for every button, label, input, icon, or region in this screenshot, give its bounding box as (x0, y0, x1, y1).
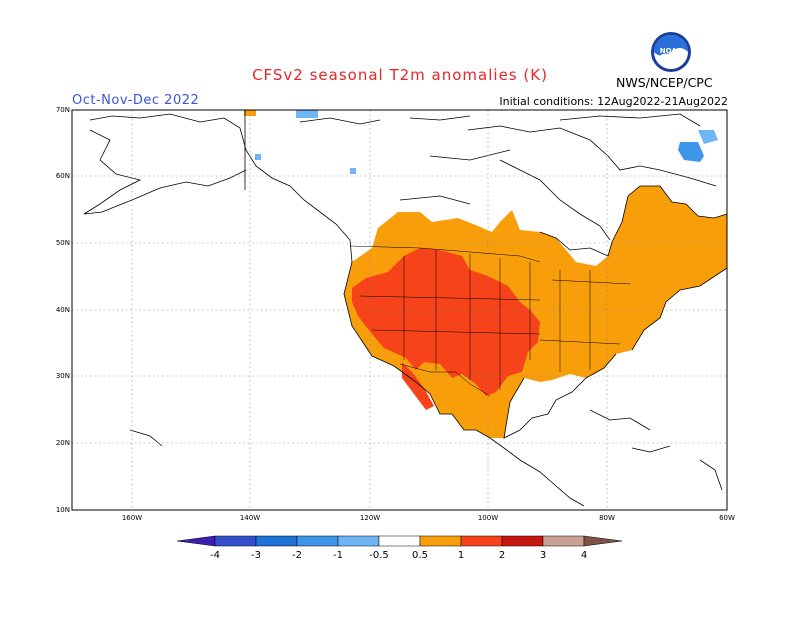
legend-swatch (337, 535, 380, 547)
coastlines (83, 110, 727, 507)
legend-swatch (542, 535, 585, 547)
legend-swatch (419, 535, 462, 547)
forecast-period: Oct-Nov-Dec 2022 (72, 93, 200, 108)
graticule (72, 110, 727, 510)
noaa-logo-icon: NOAA (651, 32, 691, 72)
anomaly-region-light (344, 186, 727, 438)
lat-label: 60N (56, 172, 70, 180)
agency-label: NWS/NCEP/CPC (616, 75, 713, 90)
legend-swatch (296, 535, 339, 547)
lat-label: 30N (56, 372, 70, 380)
lat-label: 10N (56, 506, 70, 514)
anomaly-region-strong-baja (402, 362, 434, 410)
lon-label: 120W (360, 514, 380, 522)
legend-arrow-high (583, 535, 623, 547)
legend-swatch (460, 535, 503, 547)
map-frame (71, 109, 728, 511)
legend-label: 1 (458, 550, 464, 561)
legend-label: -2 (292, 550, 302, 561)
lon-label: 160W (122, 514, 142, 522)
anomaly-cell-cool (255, 154, 261, 160)
lon-label: 140W (240, 514, 260, 522)
legend-swatch (501, 535, 544, 547)
color-legend: -4 -3 -2 -1 -0.5 0.5 1 2 3 4 (176, 535, 623, 561)
anomaly-cell-cool (350, 168, 356, 174)
lon-label: 60W (719, 514, 735, 522)
legend-label: -1 (333, 550, 343, 561)
lat-label: 40N (56, 306, 70, 314)
anomaly-cell-warm (244, 110, 256, 116)
anomaly-cell-cool (678, 142, 704, 162)
anomaly-region-strong (352, 248, 540, 396)
legend-arrow-low (176, 535, 216, 547)
legend-swatch (255, 535, 298, 547)
legend-label: 3 (540, 550, 546, 561)
noaa-logo-text: NOAA (660, 47, 683, 55)
lon-label: 100W (478, 514, 498, 522)
legend-label: -4 (210, 550, 220, 561)
anomaly-cell-cool (698, 130, 718, 144)
legend-swatch (378, 535, 421, 547)
legend-label: -3 (251, 550, 261, 561)
legend-label: -0.5 (369, 550, 389, 561)
lat-label: 20N (56, 439, 70, 447)
legend-label: 2 (499, 550, 505, 561)
lon-label: 80W (599, 514, 615, 522)
legend-label: 0.5 (412, 550, 428, 561)
political-borders (349, 245, 631, 397)
lat-label: 50N (56, 239, 70, 247)
initial-conditions: Initial conditions: 12Aug2022-21Aug2022 (499, 95, 728, 108)
legend-swatch (214, 535, 257, 547)
map-title: CFSv2 seasonal T2m anomalies (K) (252, 66, 548, 84)
anomaly-cell-cool (296, 110, 318, 118)
lat-label: 70N (56, 106, 70, 114)
legend-label: 4 (581, 550, 587, 561)
